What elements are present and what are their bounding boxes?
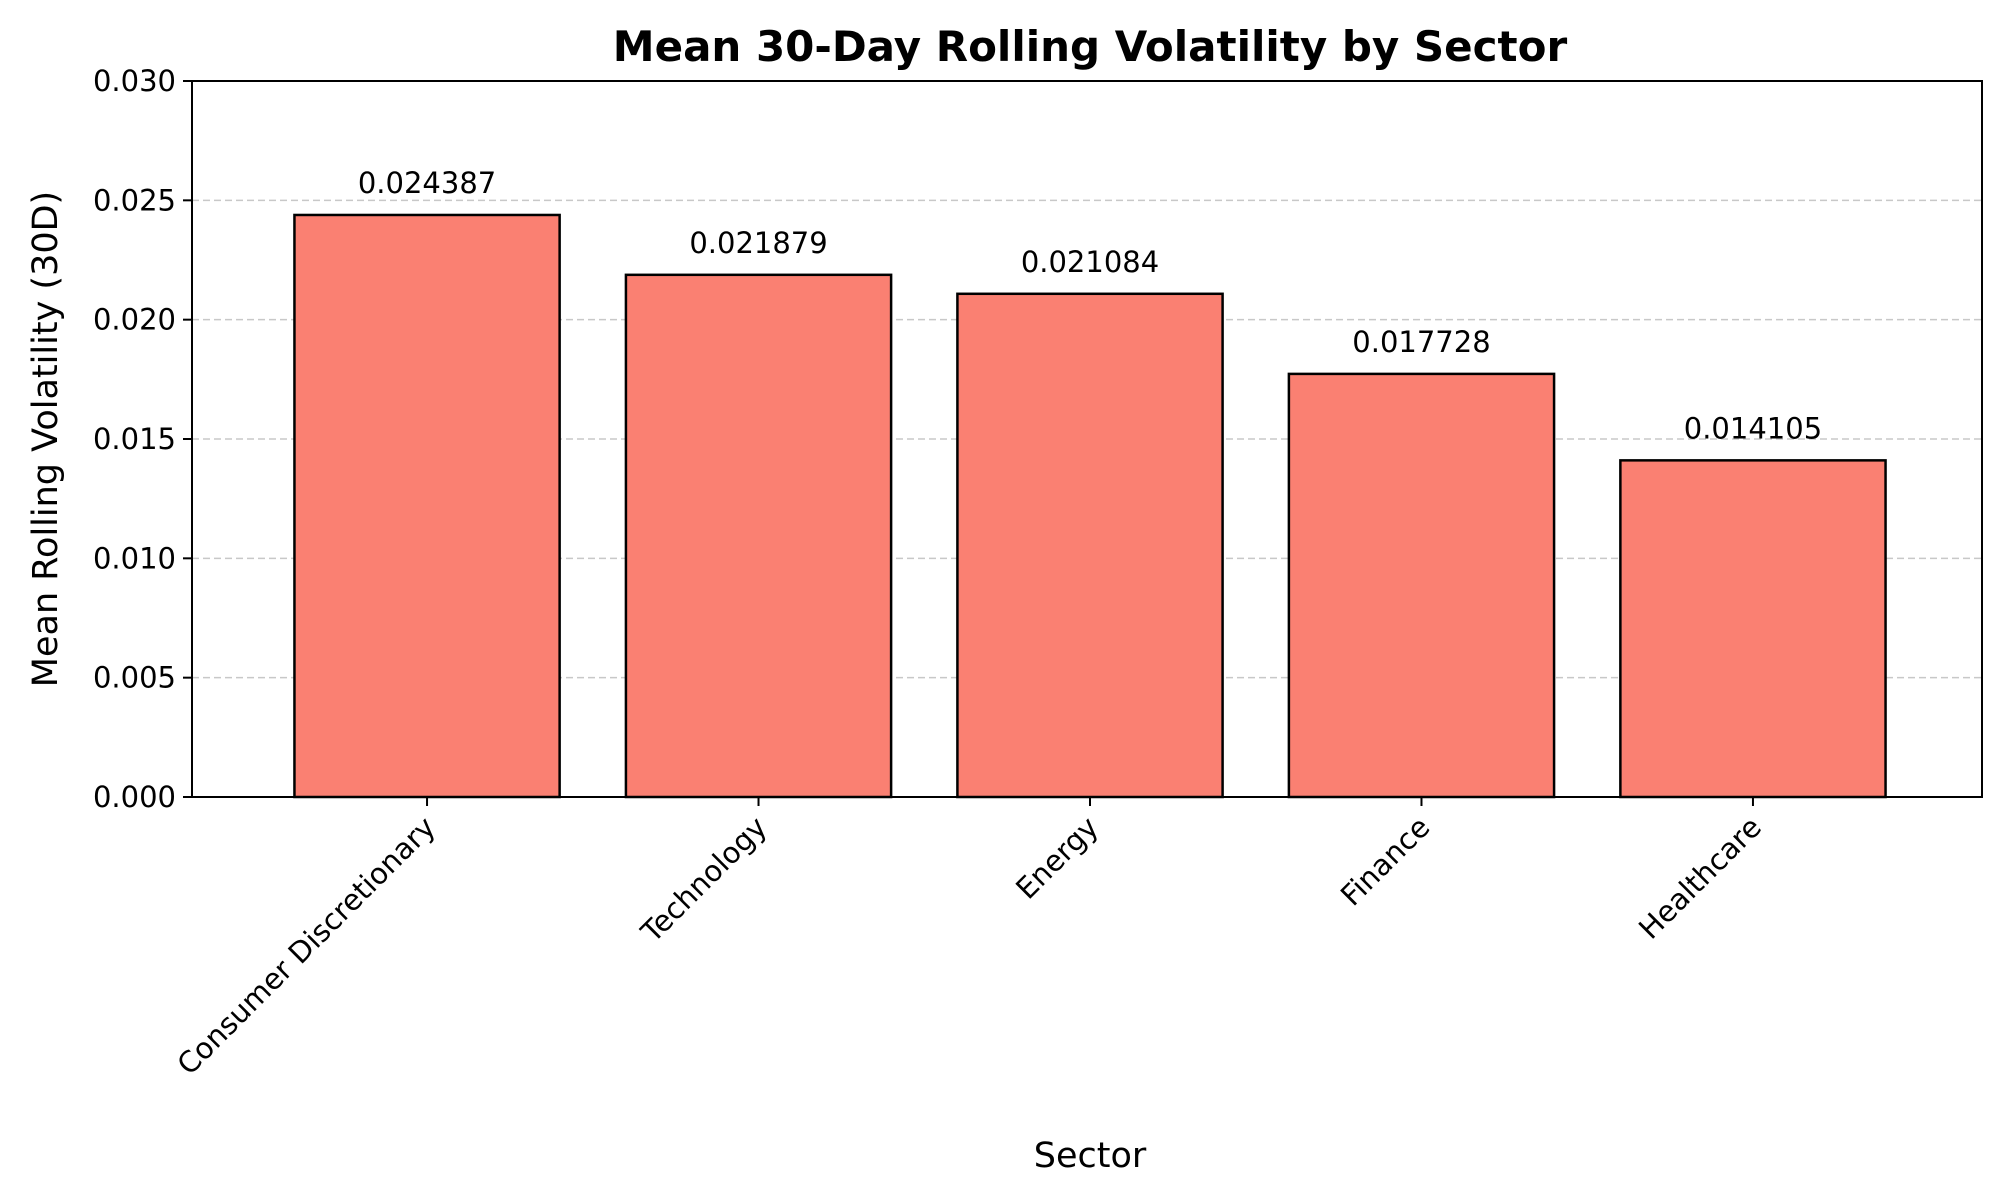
- y-tick-label: 0.015: [93, 422, 176, 456]
- bar: [624, 273, 893, 799]
- bars: [293, 213, 1887, 799]
- x-axis-ticks: Consumer Discretionary Technology Energy Fi…: [170, 797, 1768, 1081]
- x-tick-label: Energy: [1009, 810, 1105, 906]
- y-tick-label: 0.020: [93, 303, 176, 337]
- chart-title: Mean 30-Day Rolling Volatility by Sector: [613, 22, 1568, 71]
- x-tick-label: Technology: [634, 810, 774, 950]
- x-tick-label: Consumer Discretionary: [170, 810, 442, 1082]
- bar: [956, 292, 1224, 799]
- bar: [1619, 459, 1887, 799]
- y-axis-ticks: 0.000 0.005 0.010 0.015 0.020 0.025 0.030: [93, 64, 192, 814]
- x-tick-label: Healthcare: [1632, 810, 1768, 946]
- y-tick-label: 0.000: [93, 780, 176, 814]
- bar-value-label: 0.014105: [1684, 411, 1822, 445]
- bar-value-label: 0.017728: [1352, 325, 1490, 359]
- bar: [293, 213, 561, 799]
- y-tick-label: 0.005: [93, 661, 176, 695]
- bar-value-label: 0.021084: [1021, 245, 1159, 279]
- y-tick-label: 0.025: [93, 183, 176, 217]
- bar-value-label: 0.024387: [358, 166, 496, 200]
- x-tick-label: Finance: [1334, 810, 1436, 912]
- y-axis-label: Mean Rolling Volatility (30D): [26, 191, 66, 687]
- bar-value-label: 0.021879: [689, 226, 827, 260]
- bar: [1287, 372, 1556, 799]
- x-axis-label: Sector: [1034, 1136, 1147, 1176]
- y-tick-label: 0.030: [93, 64, 176, 98]
- y-tick-label: 0.010: [93, 541, 176, 575]
- data-labels: 0.024387 0.021879 0.021084 0.017728 0.014105: [358, 166, 1822, 445]
